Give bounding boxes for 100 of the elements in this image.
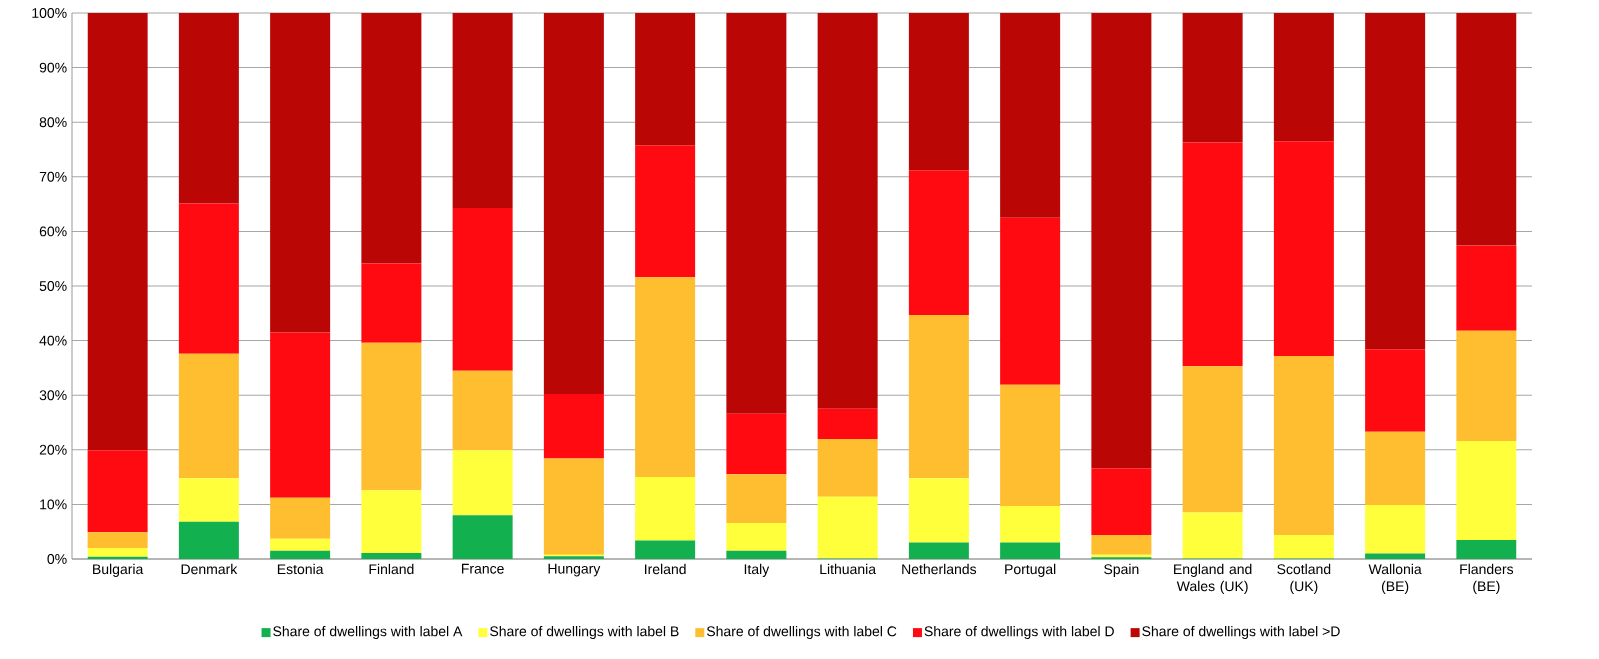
bar bbox=[1365, 13, 1426, 350]
y-tick-label: 90% bbox=[39, 62, 67, 73]
bar bbox=[908, 13, 969, 171]
bar bbox=[1000, 506, 1061, 543]
bar bbox=[1091, 468, 1152, 535]
x-tick-label: Spain bbox=[1104, 563, 1139, 577]
bar bbox=[1456, 245, 1517, 331]
bar bbox=[817, 13, 878, 409]
bar bbox=[1456, 13, 1517, 246]
bar bbox=[1000, 384, 1061, 507]
bar bbox=[178, 478, 239, 522]
x-tick-label: England and Wales (UK) bbox=[1174, 563, 1252, 594]
x-tick-label: Denmark bbox=[181, 563, 238, 575]
bar bbox=[1273, 13, 1334, 142]
bar bbox=[270, 497, 331, 539]
legend-label: Share of dwellings with label B bbox=[490, 625, 679, 640]
bar bbox=[635, 540, 696, 559]
bar bbox=[635, 477, 696, 541]
legend-label: Share of dwellings with label A bbox=[273, 625, 463, 640]
bar bbox=[270, 332, 331, 498]
x-tick-label: Bulgaria bbox=[93, 563, 144, 577]
bar bbox=[1365, 504, 1426, 554]
bar bbox=[817, 408, 878, 439]
bar bbox=[1456, 441, 1517, 540]
bar bbox=[1365, 553, 1426, 559]
x-tick-label: Ireland bbox=[645, 563, 686, 575]
y-tick-label: 60% bbox=[39, 226, 67, 237]
bar bbox=[87, 548, 148, 557]
bar bbox=[1365, 349, 1426, 432]
legend-label: Share of dwellings with label C bbox=[706, 625, 897, 640]
bar bbox=[1273, 534, 1334, 559]
bar bbox=[452, 13, 513, 208]
x-tick-label: Hungary bbox=[548, 563, 601, 577]
bar bbox=[908, 170, 969, 315]
bar bbox=[270, 550, 331, 559]
bar bbox=[635, 145, 696, 278]
y-tick-label: 70% bbox=[39, 171, 67, 182]
bar bbox=[1273, 141, 1334, 356]
bar bbox=[1091, 534, 1152, 555]
bar bbox=[452, 515, 513, 559]
y-tick-label: 80% bbox=[39, 117, 67, 128]
bar bbox=[178, 13, 239, 204]
bar bbox=[1000, 13, 1061, 218]
x-tick-label: Portugal bbox=[1005, 563, 1056, 577]
bar bbox=[452, 370, 513, 451]
bar bbox=[635, 277, 696, 478]
bar bbox=[361, 263, 422, 343]
y-tick-label: 50% bbox=[39, 281, 67, 291]
bar bbox=[726, 13, 787, 414]
y-tick-label: 0% bbox=[47, 554, 67, 564]
bar bbox=[452, 450, 513, 516]
bar bbox=[87, 450, 148, 533]
y-tick-label: 10% bbox=[40, 499, 67, 510]
bar bbox=[270, 538, 331, 551]
x-tick-label: Scotland (UK) bbox=[1277, 563, 1331, 594]
bar bbox=[1091, 13, 1152, 469]
bar bbox=[726, 413, 787, 475]
bar bbox=[817, 496, 878, 559]
bar bbox=[178, 353, 239, 479]
bar bbox=[1365, 431, 1426, 505]
bar bbox=[908, 478, 969, 543]
bar bbox=[1456, 330, 1517, 442]
y-tick-label: 20% bbox=[39, 444, 67, 455]
bar bbox=[87, 556, 148, 559]
bar bbox=[178, 521, 239, 559]
bar bbox=[1273, 355, 1334, 535]
bar bbox=[361, 552, 422, 559]
bar bbox=[1182, 366, 1243, 513]
x-tick-label: Italy bbox=[744, 563, 770, 577]
x-tick-label: Finland bbox=[369, 563, 414, 575]
bar bbox=[1000, 217, 1061, 385]
bar bbox=[908, 314, 969, 479]
legend-label: Share of dwellings with label D bbox=[924, 625, 1114, 640]
bar bbox=[1182, 142, 1243, 367]
bar bbox=[1182, 13, 1243, 143]
bar bbox=[361, 342, 422, 491]
x-tick-label: Flanders (BE) bbox=[1460, 563, 1514, 594]
bar bbox=[1000, 542, 1061, 559]
bar bbox=[178, 203, 239, 354]
bar bbox=[1182, 512, 1243, 559]
bar bbox=[726, 550, 787, 559]
bar bbox=[87, 13, 148, 451]
y-tick-label: 40% bbox=[39, 335, 67, 346]
legend-label: Share of dwellings with label >D bbox=[1142, 625, 1340, 640]
x-tick-label: Lithuania bbox=[820, 563, 877, 575]
bar bbox=[1456, 539, 1517, 559]
bar bbox=[817, 438, 878, 497]
bar bbox=[361, 490, 422, 553]
x-tick-label: Wallonia (BE) bbox=[1368, 563, 1422, 594]
bar bbox=[87, 532, 148, 549]
bar bbox=[635, 13, 696, 146]
bar bbox=[908, 542, 969, 559]
x-tick-label: Netherlands bbox=[902, 563, 977, 575]
bar bbox=[726, 522, 787, 551]
bar bbox=[543, 394, 604, 459]
bar bbox=[361, 13, 422, 264]
y-tick-label: 30% bbox=[39, 390, 67, 401]
y-tick-label: 100% bbox=[32, 8, 67, 18]
x-tick-label: Estonia bbox=[277, 563, 324, 575]
bar bbox=[543, 13, 604, 395]
